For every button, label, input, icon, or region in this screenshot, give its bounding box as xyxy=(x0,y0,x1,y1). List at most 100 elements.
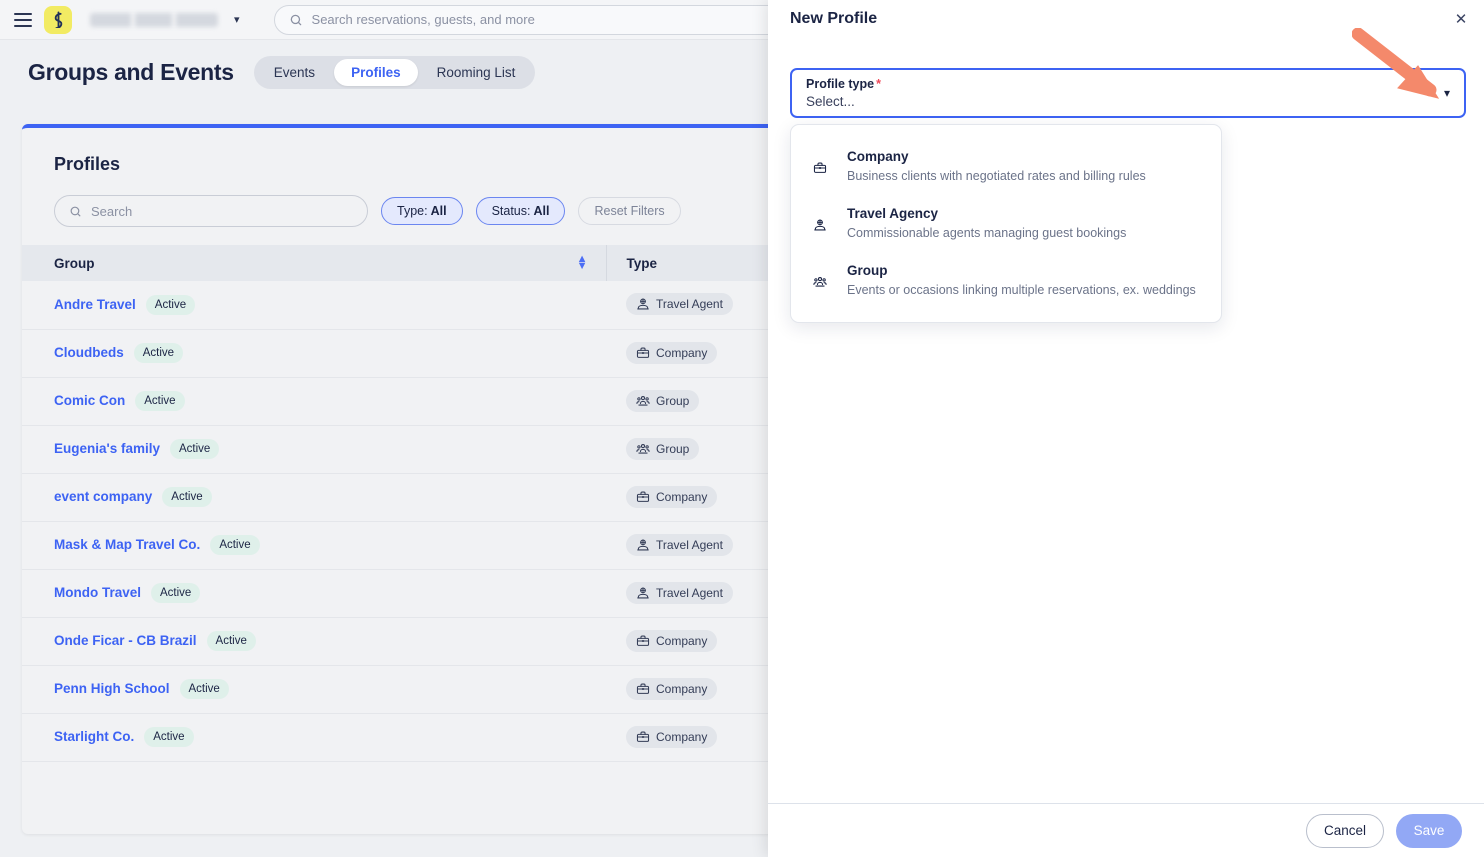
type-pill: Travel Agent xyxy=(626,533,733,556)
status-badge: Active xyxy=(206,631,256,651)
filter-chip-status[interactable]: Status: All xyxy=(475,197,566,225)
type-pill: Company xyxy=(626,629,718,652)
dropdown-option-group[interactable]: Group Events or occasions linking multipl… xyxy=(791,251,1221,308)
group-link[interactable]: Starlight Co. xyxy=(54,729,135,745)
type-pill: Company xyxy=(626,725,718,748)
status-badge: Active xyxy=(144,727,194,747)
dropdown-option-desc: Events or occasions linking multiple res… xyxy=(847,283,1196,297)
status-badge: Active xyxy=(170,439,220,459)
type-pill: Travel Agent xyxy=(626,581,733,604)
required-marker: * xyxy=(876,77,881,91)
people-icon xyxy=(636,394,650,408)
chevron-down-icon[interactable]: ▾ xyxy=(1443,86,1450,100)
cell-group: event company Active xyxy=(22,473,606,522)
close-icon[interactable]: ✕ xyxy=(1454,11,1468,28)
type-pill-label: Company xyxy=(656,729,708,744)
type-pill: Company xyxy=(626,485,718,508)
tab-events[interactable]: Events xyxy=(273,64,316,80)
dropdown-option-name: Company xyxy=(847,149,909,164)
group-link[interactable]: Penn High School xyxy=(54,681,170,697)
hamburger-icon[interactable] xyxy=(14,12,32,27)
dropdown-option-name: Travel Agency xyxy=(847,206,939,221)
cell-group: Mask & Map Travel Co. Active xyxy=(22,521,606,570)
group-link[interactable]: Eugenia's family xyxy=(54,441,160,457)
group-link[interactable]: Mondo Travel xyxy=(54,585,142,601)
page-header: Groups and Events Events Profiles Roomin… xyxy=(0,40,1484,104)
status-badge: Active xyxy=(145,294,196,315)
dropdown-option-desc: Business clients with negotiated rates a… xyxy=(847,169,1146,183)
type-pill: Company xyxy=(626,341,718,364)
sort-updown-icon[interactable]: ▲ ▼ xyxy=(576,253,588,272)
page-title: Groups and Events xyxy=(28,58,234,85)
profile-type-label: Profile type * xyxy=(806,77,1450,91)
briefcase-icon xyxy=(636,490,650,504)
type-pill-label: Travel Agent xyxy=(656,537,723,552)
filter-bar: Search Type: All Status: All Reset Filte… xyxy=(22,175,1386,227)
property-chevron-down-icon[interactable]: ▾ xyxy=(234,14,240,26)
dropdown-option-company[interactable]: Company Business clients with negotiated … xyxy=(791,137,1221,194)
status-badge: Active xyxy=(135,391,185,411)
type-pill-label: Travel Agent xyxy=(656,585,723,600)
profile-type-select[interactable]: Profile type * Select... ▾ xyxy=(790,68,1466,118)
group-link[interactable]: Mask & Map Travel Co. xyxy=(54,537,201,553)
cell-group: Mondo Travel Active xyxy=(22,569,606,618)
profile-type-label-text: Profile type xyxy=(806,77,875,91)
panel-footer: Cancel Save xyxy=(768,803,1484,857)
type-pill-label: Company xyxy=(656,345,708,360)
briefcase-icon xyxy=(813,148,833,180)
profiles-search-placeholder: Search xyxy=(91,203,133,219)
filter-chip-type-value: All xyxy=(430,204,447,218)
status-badge: Active xyxy=(162,487,212,507)
tab-profiles[interactable]: Profiles xyxy=(334,58,418,86)
filter-chip-type-label: Type: xyxy=(397,204,428,218)
type-pill: Group xyxy=(626,437,700,460)
type-pill: Group xyxy=(626,389,700,412)
profile-type-value: Select... xyxy=(806,94,855,109)
type-pill: Company xyxy=(626,677,718,700)
tab-group: Events Profiles Rooming List xyxy=(253,55,536,89)
card-title: Profiles xyxy=(54,154,121,174)
travel-agent-icon xyxy=(636,538,650,552)
column-header-group-label: Group xyxy=(54,255,95,271)
group-link[interactable]: event company xyxy=(54,489,153,505)
cell-group: Comic Con Active xyxy=(22,377,606,426)
briefcase-icon xyxy=(636,730,650,744)
status-badge: Active xyxy=(210,535,260,555)
cell-group: Eugenia's family Active xyxy=(22,425,606,474)
people-icon xyxy=(636,442,650,456)
cell-group: Cloudbeds Active xyxy=(22,329,606,378)
dropdown-option-travel-agency[interactable]: Travel Agency Commissionable agents manag… xyxy=(791,194,1221,251)
briefcase-icon xyxy=(636,634,650,648)
reset-filters-button[interactable]: Reset Filters xyxy=(578,197,681,225)
save-button[interactable]: Save xyxy=(1396,813,1462,848)
group-link[interactable]: Onde Ficar - CB Brazil xyxy=(54,633,197,649)
filter-chip-type[interactable]: Type: All xyxy=(381,197,463,225)
column-header-group[interactable]: Group ▲ ▼ xyxy=(22,245,607,281)
app-logo-icon[interactable] xyxy=(44,5,72,34)
status-badge: Active xyxy=(179,679,229,699)
travel-agent-icon xyxy=(813,205,833,237)
cancel-button[interactable]: Cancel xyxy=(1306,813,1384,848)
people-icon xyxy=(813,262,833,294)
new-profile-panel: New Profile ✕ Profile type * Select... ▾ … xyxy=(768,0,1484,857)
global-search-placeholder: Search reservations, guests, and more xyxy=(311,12,535,27)
group-link[interactable]: Comic Con xyxy=(54,393,126,409)
cell-group: Onde Ficar - CB Brazil Active xyxy=(22,617,606,666)
travel-agent-icon xyxy=(636,297,650,311)
briefcase-icon xyxy=(636,682,650,696)
dropdown-option-desc: Commissionable agents managing guest boo… xyxy=(847,226,1127,240)
group-link[interactable]: Andre Travel xyxy=(54,296,136,312)
cell-group: Penn High School Active xyxy=(22,665,606,714)
group-link[interactable]: Cloudbeds xyxy=(54,345,124,361)
status-badge: Active xyxy=(133,343,184,363)
filter-chip-status-value: All xyxy=(533,204,550,218)
briefcase-icon xyxy=(636,346,650,360)
profiles-search-input[interactable]: Search xyxy=(54,195,368,227)
status-badge: Active xyxy=(151,583,201,603)
type-pill-label: Company xyxy=(656,633,708,648)
filter-chip-status-label: Status: xyxy=(491,204,531,218)
property-name xyxy=(90,12,218,27)
tab-rooming-list[interactable]: Rooming List xyxy=(436,64,516,80)
type-pill-label: Group xyxy=(656,441,690,456)
